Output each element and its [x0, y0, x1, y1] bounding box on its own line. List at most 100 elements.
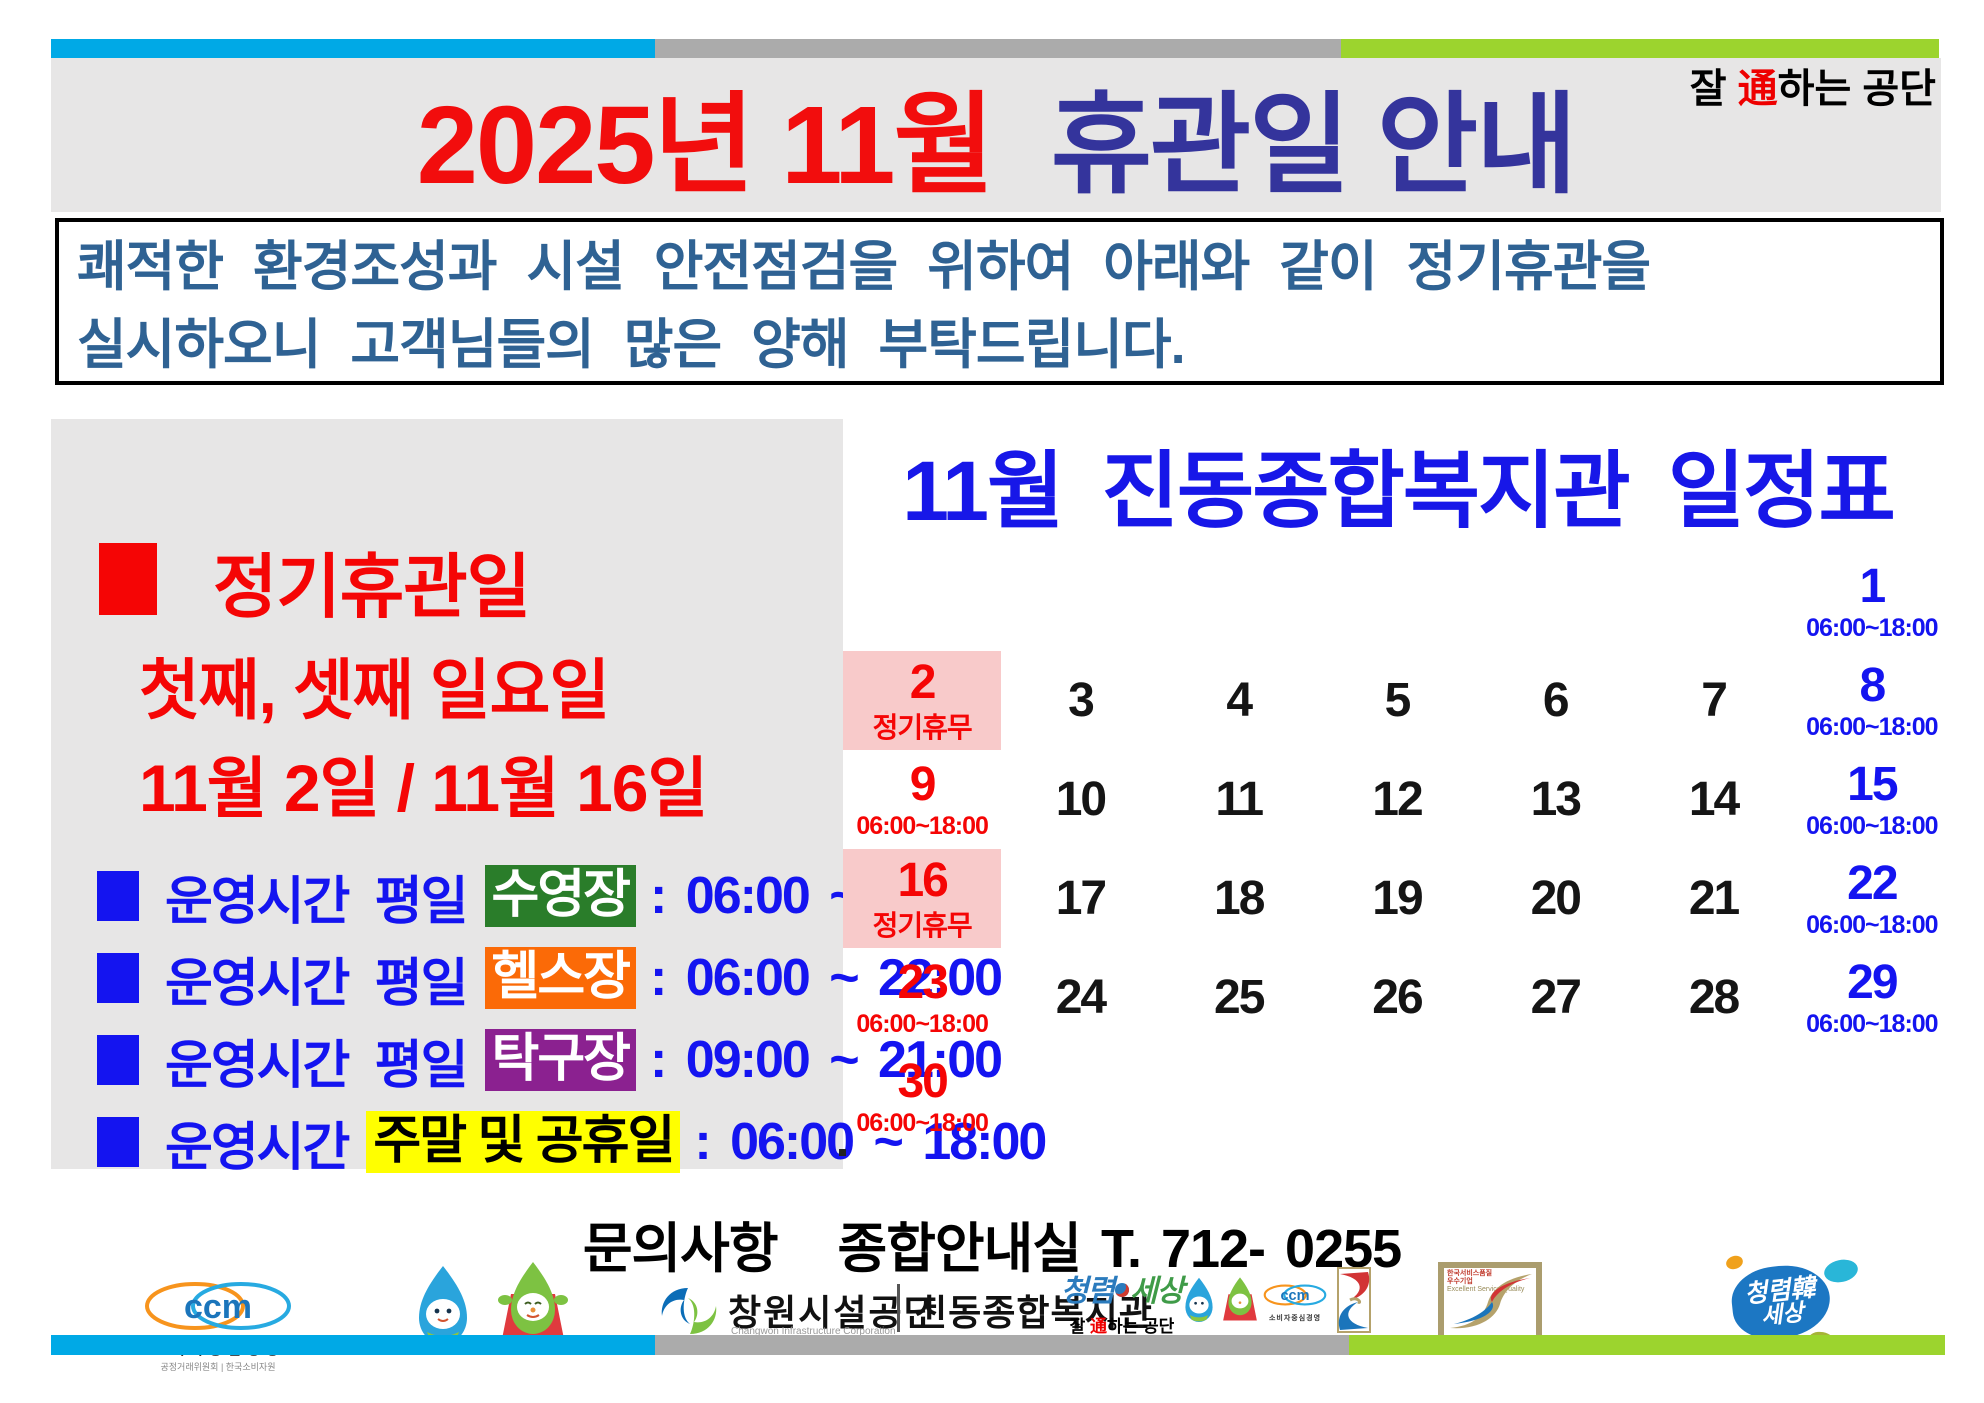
cert-line3: Excellent Service Quality: [1447, 1286, 1525, 1293]
ccm-ellipses-icon: ccm: [145, 1282, 291, 1330]
open-time: 06:00~18:00: [1806, 712, 1938, 741]
day-number: 23: [897, 955, 948, 1009]
contact-line: 문의사항 종합안내실 T. 712- 0255: [582, 1219, 1402, 1279]
title-band: 2025년 11월 휴관일 안내: [51, 58, 1941, 212]
calendar-day-cell: 28: [1634, 948, 1792, 1047]
notice-box: 쾌적한 환경조성과 시설 안전점검을 위하여 아래와 같이 정기휴관을 실시하오…: [55, 218, 1944, 385]
calendar-day-cell: 12: [1318, 750, 1476, 849]
hours-prefix: 운영시간: [165, 1118, 350, 1177]
top-bar-gray-segment: [655, 39, 1341, 59]
day-number: 18: [1214, 871, 1265, 925]
calendar-empty-cell: [1318, 552, 1476, 651]
calendar-day-cell: 23 06:00~18:00: [843, 948, 1001, 1047]
pingpong-hours: : 09:00 ~ 21:00: [650, 1031, 1003, 1089]
blue-square-bullet: [97, 871, 139, 921]
calendar-closed-day-cell: 2 정기휴무: [843, 651, 1002, 750]
calendar-day-cell: 15 06:00~18:00: [1793, 750, 1951, 849]
slogan-tong-char: 通: [1737, 67, 1778, 111]
day-number: 7: [1701, 673, 1728, 727]
day-number: 10: [1055, 772, 1107, 826]
day-number: 25: [1214, 970, 1265, 1024]
svg-text:ccm: ccm: [1280, 1288, 1309, 1304]
day-number: 16: [897, 854, 948, 907]
calendar-day-cell: 25: [1160, 948, 1318, 1047]
day-number: 12: [1372, 772, 1423, 826]
slogan-post: 하는 공단: [1107, 1317, 1175, 1336]
calendar-day-cell: 18: [1160, 849, 1318, 948]
pool-tag: 수영장: [484, 865, 637, 927]
day-number: 29: [1847, 955, 1898, 1009]
day-number: 27: [1530, 970, 1582, 1024]
day-number: 13: [1530, 772, 1582, 826]
hours-prefix: 운영시간 평일: [165, 1036, 468, 1095]
clean-word-part1: 청렴: [1060, 1275, 1115, 1308]
hours-prefix: 운영시간 평일: [165, 872, 468, 931]
day-number: 11: [1215, 772, 1264, 826]
day-number: 5: [1384, 673, 1412, 727]
calendar-empty-cell: [1160, 1047, 1318, 1146]
open-time: 06:00~18:00: [1806, 910, 1938, 939]
calendar-day-cell: 6: [1476, 651, 1634, 750]
calendar-empty-cell: [1001, 1047, 1159, 1146]
gym-tag: 헬스장: [484, 947, 637, 1009]
clean-world-wordmark: 청렴 세상: [1058, 1266, 1186, 1310]
open-time: 06:00~18:00: [1806, 613, 1938, 642]
svg-text:ccm: ccm: [184, 1288, 252, 1326]
closure-weeks: 첫째, 셋째 일요일: [139, 653, 610, 727]
bottom-bar-gray-segment: [655, 1335, 1349, 1355]
calendar-day-cell: 3: [1001, 651, 1159, 750]
calendar-closed-day-cell: 16 정기휴무: [843, 849, 1002, 948]
red-square-bullet: [99, 543, 157, 615]
closed-label: 정기휴무: [872, 712, 973, 743]
stray-period: [839, 1149, 846, 1156]
open-time: 06:00~18:00: [1806, 1009, 1938, 1038]
day-number: 14: [1688, 772, 1740, 826]
day-number: 1: [1859, 559, 1887, 613]
day-number: 28: [1688, 970, 1740, 1024]
calendar-empty-cell: [1001, 552, 1159, 651]
calendar-empty-cell: [1634, 552, 1792, 651]
calendar-empty-cell: [1476, 552, 1634, 651]
blue-square-bullet: [97, 953, 139, 1003]
day-number: 24: [1055, 970, 1107, 1024]
cert-line1: 한국서비스품질: [1447, 1270, 1493, 1277]
day-number: 3: [1068, 673, 1095, 727]
blue-square-bullet: [97, 1117, 139, 1167]
slogan-pre: 잘: [1689, 67, 1738, 111]
hours-row-weekend: 운영시간 주말 및 공휴일 : 06:00 ~ 18:00: [97, 1101, 1047, 1183]
blue-mascot-small-icon: [1185, 1277, 1213, 1322]
slogan-pre: 잘: [1069, 1317, 1091, 1336]
calendar-day-cell: 19: [1318, 849, 1476, 948]
open-time: 06:00~18:00: [1806, 811, 1938, 840]
hours-row-gym: 운영시간 평일 헬스장 : 06:00 ~ 22:00: [97, 937, 1003, 1019]
pingpong-tag: 탁구장: [484, 1029, 637, 1091]
ccm-ellipses-icon: ccm: [1263, 1284, 1327, 1306]
bottom-bar-green-segment: [1349, 1335, 1945, 1355]
notice-line-1: 쾌적한 환경조성과 시설 안전점검을 위하여 아래와 같이 정기휴관을: [77, 237, 1651, 297]
cert-line2: 우수기업: [1447, 1278, 1473, 1285]
calendar-day-cell: 20: [1476, 849, 1634, 948]
day-number: 2: [909, 656, 937, 709]
cert-ribbon-icon: [1450, 1274, 1532, 1329]
day-number: 26: [1372, 970, 1423, 1024]
gym-hours: : 06:00 ~ 22:00: [650, 949, 1003, 1007]
open-time: 06:00~18:00: [856, 1108, 988, 1137]
calendar-day-cell: 24: [1001, 948, 1159, 1047]
calendar-day-cell: 17: [1001, 849, 1159, 948]
sphere-line2: 세상: [1759, 1298, 1805, 1330]
organization-name: 창원시설공단: [728, 1292, 939, 1333]
clean-world-logo: 청렴 세상 잘 通하는 공단: [1058, 1266, 1186, 1337]
closure-title: 정기휴관일: [213, 548, 531, 626]
clean-world-slogan: 잘 通하는 공단: [1058, 1312, 1186, 1337]
calendar-day-cell: 21: [1634, 849, 1792, 948]
clean-emblem-icon: [1115, 1283, 1129, 1298]
ribbon-mark-icon: [1337, 1267, 1371, 1333]
calendar-title: 11월 진동종합복지관 일정표: [902, 444, 1896, 538]
calendar-day-cell: 30 06:00~18:00: [843, 1047, 1001, 1146]
calendar-empty-cell: [1634, 1047, 1792, 1146]
clean-word-part2: 세상: [1130, 1275, 1184, 1308]
service-quality-cert-logo: 한국서비스품질 우수기업 Excellent Service Quality: [1438, 1262, 1542, 1342]
calendar-day-cell: 5: [1318, 651, 1476, 750]
weekend-tag: 주말 및 공휴일: [366, 1111, 681, 1173]
